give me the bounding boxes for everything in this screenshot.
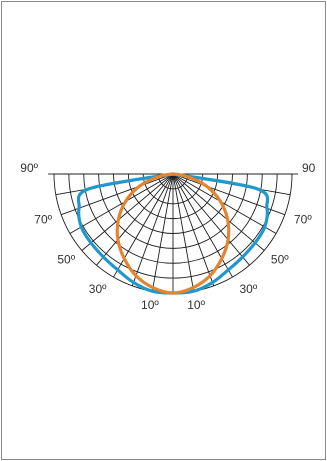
series-line-orange	[115, 172, 231, 295]
angle-tick-label: 10º	[187, 298, 205, 312]
grid-spoke	[131, 173, 174, 286]
angle-tick-label: 50º	[271, 253, 289, 267]
grid-spoke	[151, 173, 174, 292]
grid-spoke	[172, 173, 195, 292]
angle-tick-label: 30º	[240, 282, 258, 296]
grid-spoke	[172, 173, 250, 266]
series-layer	[76, 172, 270, 295]
grid-spoke	[172, 173, 277, 234]
angle-labels: 90º 70º 50º 30º 10º 10º 30º 50º 70º 90	[20, 161, 315, 312]
grid-spoke	[69, 173, 174, 234]
grid-spoke	[172, 173, 215, 286]
angle-tick-label: 90	[302, 161, 316, 175]
angle-tick-label: 90º	[20, 161, 38, 175]
angle-tick-label: 70º	[294, 213, 312, 227]
grid-spoke	[81, 173, 174, 251]
angle-tick-label: 50º	[57, 253, 75, 267]
angle-tick-label: 10º	[141, 298, 159, 312]
grid-spoke	[96, 173, 174, 266]
angle-tick-label: 70º	[34, 213, 52, 227]
grid-spoke	[172, 173, 265, 251]
angle-tick-label: 30º	[89, 282, 107, 296]
